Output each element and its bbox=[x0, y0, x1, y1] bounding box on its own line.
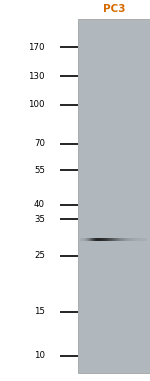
Bar bbox=[85, 238, 86, 241]
Text: 55: 55 bbox=[34, 165, 45, 174]
Bar bbox=[137, 238, 138, 241]
Bar bbox=[88, 238, 89, 241]
Bar bbox=[122, 238, 123, 241]
Bar bbox=[121, 238, 122, 241]
Bar bbox=[124, 238, 125, 241]
Bar bbox=[144, 238, 145, 241]
Bar bbox=[91, 238, 92, 241]
Bar bbox=[128, 238, 129, 241]
Bar bbox=[81, 238, 82, 241]
Bar bbox=[102, 238, 103, 241]
Text: 25: 25 bbox=[34, 251, 45, 260]
Bar bbox=[108, 238, 109, 241]
Bar bbox=[90, 238, 91, 241]
Text: 15: 15 bbox=[34, 307, 45, 316]
Bar bbox=[138, 238, 139, 241]
Bar bbox=[107, 238, 108, 241]
Bar bbox=[112, 238, 113, 241]
Bar bbox=[106, 238, 107, 241]
Bar bbox=[97, 238, 98, 241]
Bar bbox=[120, 238, 121, 241]
Bar bbox=[146, 238, 147, 241]
Bar bbox=[110, 238, 111, 241]
Bar bbox=[142, 238, 143, 241]
Bar bbox=[145, 238, 146, 241]
Bar bbox=[143, 238, 144, 241]
Text: 100: 100 bbox=[28, 101, 45, 109]
Text: 70: 70 bbox=[34, 139, 45, 148]
Bar bbox=[78, 19, 150, 373]
Bar bbox=[84, 238, 85, 241]
Text: 10: 10 bbox=[34, 351, 45, 360]
Bar bbox=[126, 238, 127, 241]
Bar bbox=[113, 238, 114, 241]
Bar bbox=[82, 238, 83, 241]
Bar bbox=[135, 238, 136, 241]
Bar bbox=[96, 238, 97, 241]
Bar bbox=[93, 238, 94, 241]
Bar bbox=[139, 238, 140, 241]
Bar bbox=[118, 238, 119, 241]
Bar bbox=[83, 238, 84, 241]
Bar bbox=[133, 238, 134, 241]
Bar bbox=[118, 238, 119, 241]
Bar bbox=[80, 238, 81, 241]
Bar bbox=[105, 238, 106, 241]
Bar bbox=[114, 238, 115, 241]
Bar bbox=[103, 238, 104, 241]
Bar bbox=[89, 238, 90, 241]
Bar bbox=[125, 238, 126, 241]
Bar bbox=[131, 238, 132, 241]
Bar bbox=[129, 238, 130, 241]
Text: PC3: PC3 bbox=[103, 4, 125, 14]
Bar bbox=[117, 238, 118, 241]
Bar bbox=[100, 238, 101, 241]
Bar bbox=[111, 238, 112, 241]
Bar bbox=[130, 238, 131, 241]
Bar bbox=[94, 238, 95, 241]
Bar bbox=[95, 238, 96, 241]
Bar bbox=[87, 238, 88, 241]
Bar bbox=[132, 238, 133, 241]
Bar bbox=[127, 238, 128, 241]
Bar bbox=[116, 238, 117, 241]
Text: 35: 35 bbox=[34, 215, 45, 224]
Bar bbox=[140, 238, 141, 241]
Bar bbox=[141, 238, 142, 241]
Bar bbox=[104, 238, 105, 241]
Text: 170: 170 bbox=[28, 43, 45, 52]
Bar bbox=[98, 238, 99, 241]
Text: 130: 130 bbox=[28, 72, 45, 81]
Bar bbox=[115, 238, 116, 241]
Bar bbox=[136, 238, 137, 241]
Bar bbox=[119, 238, 120, 241]
Bar bbox=[101, 238, 102, 241]
Bar bbox=[99, 238, 100, 241]
Bar bbox=[123, 238, 124, 241]
Bar bbox=[92, 238, 93, 241]
Bar bbox=[109, 238, 110, 241]
Bar bbox=[134, 238, 135, 241]
Bar bbox=[86, 238, 87, 241]
Text: 40: 40 bbox=[34, 200, 45, 209]
